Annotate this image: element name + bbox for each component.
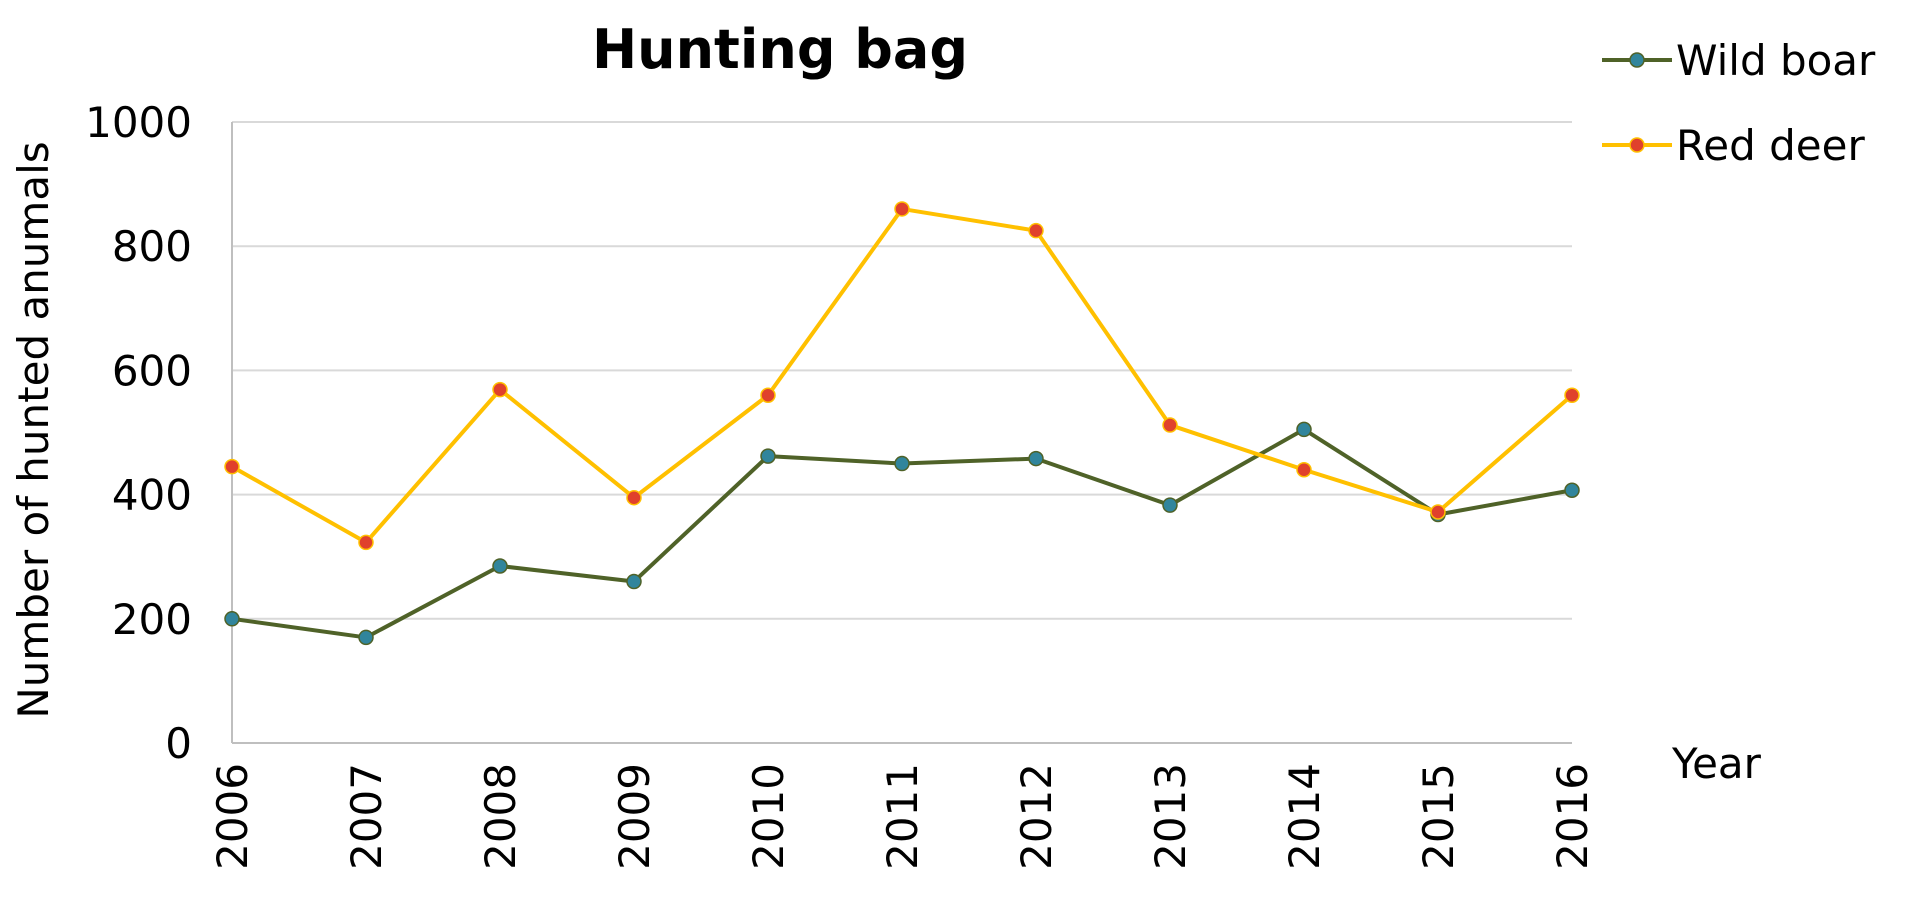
legend-label-red-deer: Red deer <box>1676 121 1865 170</box>
legend-item-red-deer: Red deer <box>1602 121 1865 170</box>
x-tick-label: 2016 <box>1548 763 1597 870</box>
y-tick-label: 0 <box>165 719 192 768</box>
tick-labels: 0 200 400 600 800 1000 2006 2007 2008 2009 2010 201… <box>85 98 1597 870</box>
legend-marker-wild-boar <box>1629 52 1645 68</box>
data-point-red-deer <box>224 458 240 475</box>
data-point-wild-boar <box>492 558 508 574</box>
gridlines <box>232 121 1572 620</box>
x-tick-label: 2008 <box>476 763 525 870</box>
y-tick-label: 1000 <box>85 98 192 147</box>
data-point-red-deer <box>492 381 508 398</box>
data-point-wild-boar <box>1028 450 1044 467</box>
y-tick-label: 400 <box>112 471 192 520</box>
legend-label-wild-boar: Wild boar <box>1676 36 1876 85</box>
y-tick-label: 800 <box>112 222 192 271</box>
series-red-deer <box>224 201 1580 551</box>
x-tick-label: 2009 <box>610 763 659 870</box>
data-point-red-deer <box>1162 417 1178 433</box>
chart-title: Hunting bag <box>592 18 968 81</box>
data-point-red-deer <box>358 534 374 551</box>
x-tick-label: 2011 <box>878 763 927 870</box>
data-point-red-deer <box>1430 504 1446 520</box>
data-point-red-deer <box>894 201 910 217</box>
x-tick-label: 2014 <box>1280 763 1329 870</box>
x-tick-label: 2015 <box>1414 763 1463 870</box>
series-wild-boar <box>224 421 1580 646</box>
data-point-wild-boar <box>626 573 642 590</box>
legend-marker-red-deer <box>1629 137 1645 153</box>
data-point-wild-boar <box>760 448 776 464</box>
data-point-wild-boar <box>358 629 374 646</box>
data-point-wild-boar <box>1564 482 1580 499</box>
x-tick-label: 2012 <box>1012 763 1061 870</box>
x-tick-label: 2013 <box>1146 763 1195 870</box>
legend: Wild boar Red deer <box>1602 36 1876 170</box>
series-group <box>224 201 1580 646</box>
data-point-wild-boar <box>894 455 910 472</box>
x-axis-label: Year <box>1671 739 1762 788</box>
y-axis-label: Number of hunted anumals <box>9 141 58 718</box>
data-point-red-deer <box>1028 222 1044 239</box>
y-tick-label: 200 <box>112 595 192 644</box>
data-point-red-deer <box>1296 462 1312 478</box>
x-tick-label: 2006 <box>208 763 257 870</box>
data-point-wild-boar <box>1296 421 1312 438</box>
x-tick-label: 2010 <box>744 763 793 870</box>
legend-item-wild-boar: Wild boar <box>1602 36 1876 85</box>
data-point-wild-boar <box>224 611 240 627</box>
series-line-red-deer <box>231 206 1574 545</box>
axes <box>231 122 1572 744</box>
data-point-wild-boar <box>1162 497 1178 513</box>
data-point-red-deer <box>1564 387 1580 403</box>
data-point-red-deer <box>760 387 776 403</box>
x-tick-label: 2007 <box>342 763 391 870</box>
data-point-red-deer <box>626 489 642 506</box>
y-tick-label: 600 <box>112 346 192 395</box>
